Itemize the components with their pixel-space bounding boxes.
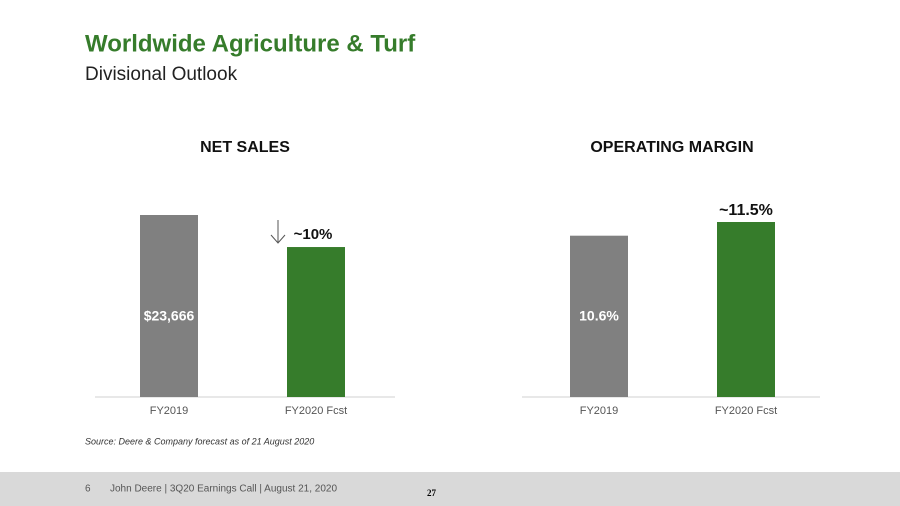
chart-title: NET SALES [200,139,290,156]
page-number: 6 [85,484,91,495]
bar [717,222,775,397]
bar [140,215,198,397]
value-label: 10.6% [579,308,619,324]
change-annotation: ~10% [294,226,333,243]
x-tick-label: FY2020 Fcst [715,405,777,417]
footer-text: John Deere | 3Q20 Earnings Call | August… [110,484,337,495]
value-label: ~11.5% [719,202,773,219]
source-note: Source: Deere & Company forecast as of 2… [85,436,314,446]
slide-title: Worldwide Agriculture & Turf [85,30,416,57]
bar [570,235,628,397]
slide-subtitle: Divisional Outlook [85,64,238,85]
arrow-head [270,234,286,244]
slide-number: 27 [427,488,437,498]
chart-title: OPERATING MARGIN [590,139,753,156]
value-label: $23,666 [144,308,195,324]
bar [287,247,345,397]
x-tick-label: FY2019 [580,405,619,417]
x-tick-label: FY2019 [150,405,189,417]
x-tick-label: FY2020 Fcst [285,405,347,417]
footer-band [0,472,900,506]
